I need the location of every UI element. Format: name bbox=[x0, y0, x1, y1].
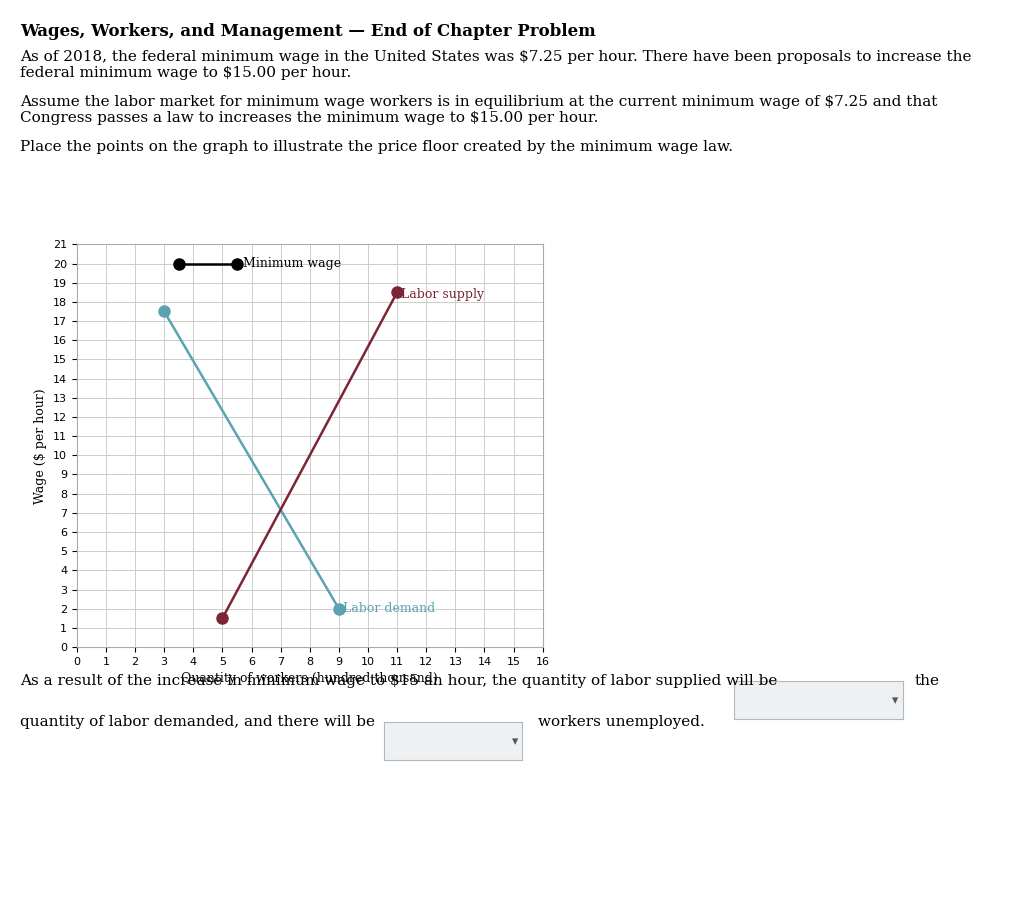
Text: As a result of the increase in minimum wage to $15 an hour, the quantity of labo: As a result of the increase in minimum w… bbox=[20, 674, 778, 688]
Text: Wages, Workers, and Management — End of Chapter Problem: Wages, Workers, and Management — End of … bbox=[20, 23, 596, 40]
Point bbox=[389, 285, 406, 300]
Point bbox=[214, 611, 230, 625]
Point bbox=[228, 256, 245, 271]
Point bbox=[156, 304, 172, 319]
Text: Labor supply: Labor supply bbox=[401, 288, 484, 300]
X-axis label: Quantity of workers (hundred thousand): Quantity of workers (hundred thousand) bbox=[181, 672, 438, 685]
Text: Labor demand: Labor demand bbox=[343, 602, 435, 615]
Point bbox=[171, 256, 187, 271]
Point bbox=[331, 602, 347, 616]
Text: Assume the labor market for minimum wage workers is in equilibrium at the curren: Assume the labor market for minimum wage… bbox=[20, 95, 938, 125]
Text: ▾: ▾ bbox=[892, 694, 898, 707]
Text: the: the bbox=[914, 674, 939, 688]
Text: workers unemployed.: workers unemployed. bbox=[538, 715, 705, 729]
Text: As of 2018, the federal minimum wage in the United States was $7.25 per hour. Th: As of 2018, the federal minimum wage in … bbox=[20, 50, 972, 80]
Text: quantity of labor demanded, and there will be: quantity of labor demanded, and there wi… bbox=[20, 715, 376, 729]
Text: ▾: ▾ bbox=[512, 735, 518, 748]
Text: Minimum wage: Minimum wage bbox=[243, 257, 341, 270]
Text: Place the points on the graph to illustrate the price floor created by the minim: Place the points on the graph to illustr… bbox=[20, 140, 733, 154]
Y-axis label: Wage ($ per hour): Wage ($ per hour) bbox=[35, 388, 47, 503]
